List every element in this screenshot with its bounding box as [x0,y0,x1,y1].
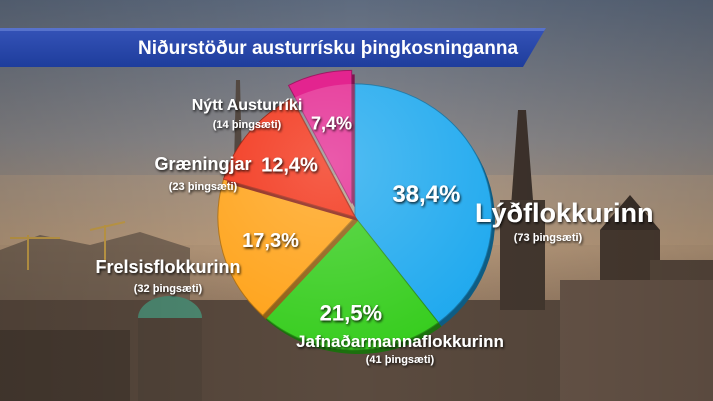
slice-party-label: Lýðflokkurinn [475,198,654,228]
slice-seats-label: (32 þingsæti) [134,283,203,295]
slice-percent-label: 7,4% [311,114,352,134]
slice-seats-label: (41 þingsæti) [366,354,435,366]
slice-party-label: Frelsisflokkurinn [95,257,240,277]
title-banner: Niðurstöður austurrísku þingkosninganna [0,28,546,67]
slice-percent-label: 12,4% [261,155,318,177]
label-group: 38,4% Lýðflokkurinn (73 þingsæti) 21,5% Jafn… [95,97,653,366]
slice-party-label: Jafnaðarmannaflokkurinn [296,332,504,351]
slice-percent-label: 38,4% [392,181,460,208]
slice-party-label: Nýtt Austurríki [192,97,303,114]
slice-seats-label: (14 þingsæti) [213,119,282,131]
slice-seats-label: (73 þingsæti) [514,232,583,244]
slice-seats-label: (23 þingsæti) [169,181,238,193]
slice-percent-label: 17,3% [242,230,299,252]
slice-party-label: Græningjar [154,154,251,174]
chart-title: Niðurstöður austurrísku þingkosninganna [138,38,518,59]
slice-percent-label: 21,5% [320,300,382,325]
